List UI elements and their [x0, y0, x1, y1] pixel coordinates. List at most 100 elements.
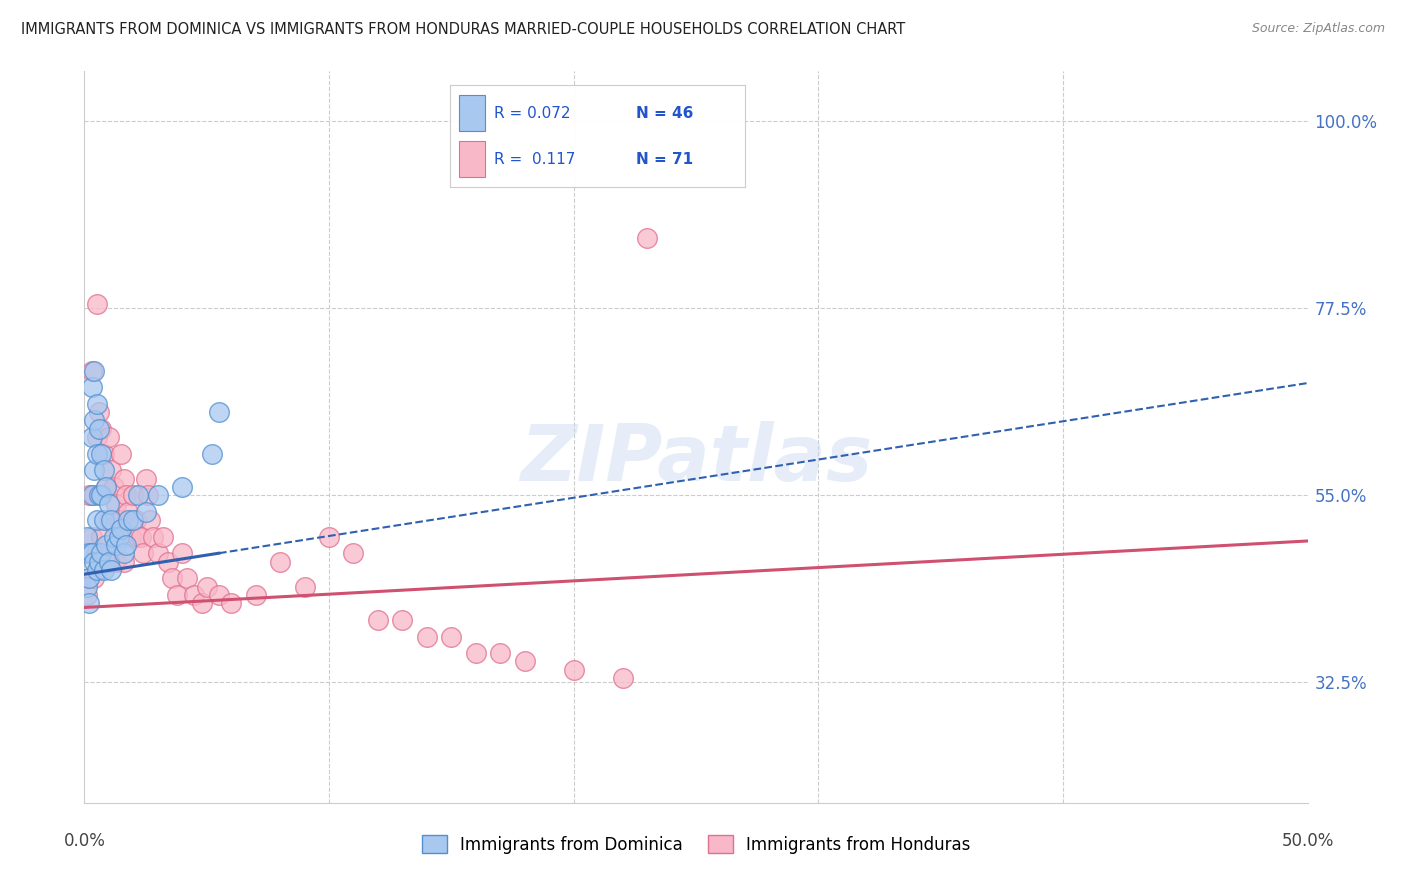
- Point: [83, 555, 105, 569]
- Point: [80, 488, 103, 502]
- Point: [96, 480, 118, 494]
- Point: [110, 530, 132, 544]
- Point: [90, 546, 112, 560]
- Point: [112, 555, 135, 569]
- Point: [90, 530, 112, 544]
- Text: R =  0.117: R = 0.117: [495, 153, 575, 167]
- Text: 50.0%: 50.0%: [1281, 832, 1334, 850]
- Point: [93, 555, 115, 569]
- Point: [97, 513, 120, 527]
- Point: [97, 555, 120, 569]
- Point: [166, 588, 188, 602]
- Point: [195, 580, 218, 594]
- FancyBboxPatch shape: [458, 95, 485, 131]
- Point: [139, 513, 162, 527]
- Point: [87, 405, 110, 419]
- Point: [107, 530, 129, 544]
- Point: [200, 447, 222, 461]
- Text: IMMIGRANTS FROM DOMINICA VS IMMIGRANTS FROM HONDURAS MARRIED-COUPLE HOUSEHOLDS C: IMMIGRANTS FROM DOMINICA VS IMMIGRANTS F…: [21, 22, 905, 37]
- Point: [76, 580, 98, 594]
- Point: [127, 488, 149, 502]
- Point: [342, 546, 364, 560]
- Point: [77, 546, 100, 560]
- Point: [172, 546, 194, 560]
- Point: [208, 405, 231, 419]
- Point: [76, 588, 98, 602]
- Point: [105, 555, 128, 569]
- Point: [86, 430, 108, 444]
- Point: [183, 588, 205, 602]
- Point: [83, 363, 105, 377]
- Point: [87, 488, 110, 502]
- Point: [132, 546, 155, 560]
- Point: [125, 513, 148, 527]
- Text: N = 71: N = 71: [636, 153, 693, 167]
- Point: [612, 671, 634, 685]
- Legend: Immigrants from Dominica, Immigrants from Honduras: Immigrants from Dominica, Immigrants fro…: [415, 829, 977, 860]
- Point: [87, 555, 110, 569]
- Point: [269, 555, 291, 569]
- Point: [100, 546, 122, 560]
- Point: [391, 613, 413, 627]
- Point: [219, 596, 242, 610]
- Point: [97, 430, 120, 444]
- Point: [115, 488, 138, 502]
- Point: [90, 422, 112, 436]
- Point: [115, 538, 138, 552]
- Point: [367, 613, 389, 627]
- Point: [90, 488, 112, 502]
- Point: [135, 472, 157, 486]
- Point: [127, 530, 149, 544]
- Point: [86, 297, 108, 311]
- Point: [83, 413, 105, 427]
- Point: [87, 546, 110, 560]
- Point: [93, 447, 115, 461]
- Point: [318, 530, 340, 544]
- Point: [117, 513, 139, 527]
- Point: [110, 447, 132, 461]
- Point: [93, 463, 115, 477]
- Point: [77, 488, 100, 502]
- Point: [103, 555, 125, 569]
- Point: [489, 646, 512, 660]
- Text: N = 46: N = 46: [636, 106, 693, 121]
- Point: [129, 530, 152, 544]
- Point: [294, 580, 316, 594]
- Point: [245, 588, 267, 602]
- Point: [107, 513, 129, 527]
- Point: [440, 630, 463, 644]
- Text: ZIPatlas: ZIPatlas: [520, 421, 872, 497]
- Point: [172, 480, 194, 494]
- Point: [136, 488, 159, 502]
- Point: [76, 546, 98, 560]
- Point: [156, 555, 179, 569]
- Text: Source: ZipAtlas.com: Source: ZipAtlas.com: [1251, 22, 1385, 36]
- Point: [80, 530, 103, 544]
- Point: [86, 563, 108, 577]
- Point: [112, 472, 135, 486]
- Point: [86, 513, 108, 527]
- Point: [83, 463, 105, 477]
- Point: [77, 596, 100, 610]
- Point: [191, 596, 214, 610]
- Text: R = 0.072: R = 0.072: [495, 106, 571, 121]
- Point: [562, 663, 585, 677]
- Point: [135, 505, 157, 519]
- Point: [86, 546, 108, 560]
- Point: [464, 646, 486, 660]
- Point: [76, 530, 98, 544]
- Point: [77, 571, 100, 585]
- Point: [146, 488, 169, 502]
- Point: [146, 546, 169, 560]
- Point: [513, 655, 536, 669]
- Point: [122, 488, 145, 502]
- Point: [80, 380, 103, 394]
- Point: [77, 571, 100, 585]
- Point: [80, 430, 103, 444]
- Point: [105, 497, 128, 511]
- Point: [93, 563, 115, 577]
- Point: [416, 630, 439, 644]
- Point: [122, 513, 145, 527]
- Point: [100, 463, 122, 477]
- Point: [80, 546, 103, 560]
